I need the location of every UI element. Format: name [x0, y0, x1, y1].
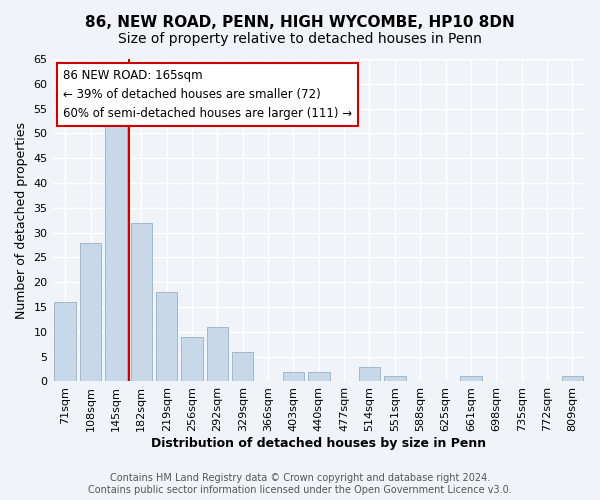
Bar	[131, 222, 152, 382]
Text: 86 NEW ROAD: 165sqm
← 39% of detached houses are smaller (72)
60% of semi-detach: 86 NEW ROAD: 165sqm ← 39% of detached ho…	[63, 68, 352, 120]
Text: Size of property relative to detached houses in Penn: Size of property relative to detached ho…	[118, 32, 482, 46]
X-axis label: Distribution of detached houses by size in Penn: Distribution of detached houses by size …	[151, 437, 487, 450]
Bar	[105, 118, 127, 382]
Text: 86, NEW ROAD, PENN, HIGH WYCOMBE, HP10 8DN: 86, NEW ROAD, PENN, HIGH WYCOMBE, HP10 8…	[85, 15, 515, 30]
Bar	[55, 302, 76, 382]
Bar	[156, 292, 178, 382]
Bar	[562, 376, 583, 382]
Bar	[283, 372, 304, 382]
Bar	[80, 242, 101, 382]
Bar	[359, 366, 380, 382]
Text: Contains HM Land Registry data © Crown copyright and database right 2024.
Contai: Contains HM Land Registry data © Crown c…	[88, 474, 512, 495]
Bar	[308, 372, 329, 382]
Y-axis label: Number of detached properties: Number of detached properties	[15, 122, 28, 318]
Bar	[206, 327, 228, 382]
Bar	[460, 376, 482, 382]
Bar	[232, 352, 253, 382]
Bar	[384, 376, 406, 382]
Bar	[181, 337, 203, 382]
